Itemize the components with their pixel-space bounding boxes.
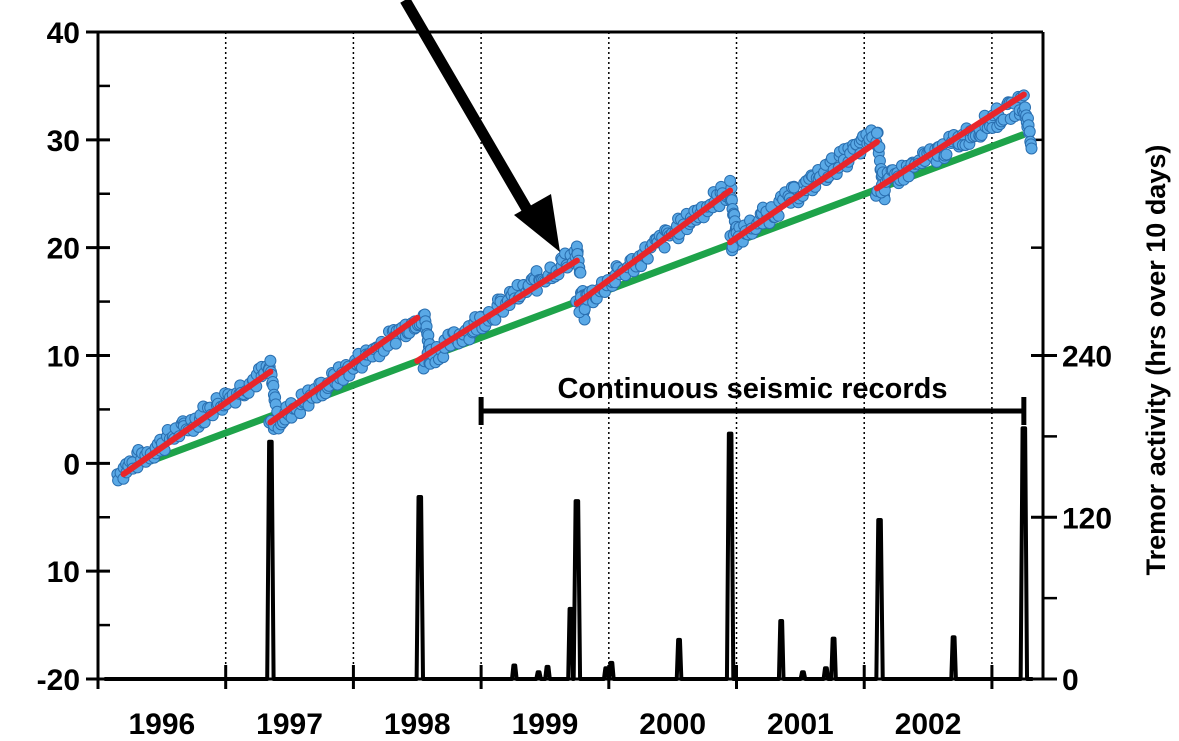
y-left-tick-label: -20: [37, 664, 80, 697]
gps-point: [264, 354, 277, 367]
y-left-tick-label: 10: [47, 341, 80, 374]
red-segment: [573, 187, 734, 307]
tick-labels: 40 30 20 10 0 10 -20 240 120 0 1996 1997 1998 1999 200…: [37, 17, 1112, 741]
gps-point: [787, 181, 800, 194]
gps-point: [940, 148, 953, 161]
red-segment: [267, 314, 421, 426]
gps-point: [724, 174, 737, 187]
red-segment: [414, 257, 580, 364]
x-tick-label: 1997: [256, 708, 323, 741]
gps-point: [574, 266, 587, 279]
series-tremor: [104, 426, 1033, 681]
y-right-tick-label: 240: [1062, 341, 1112, 374]
red-segment: [727, 138, 880, 246]
x-tick-label: 2001: [767, 708, 834, 741]
arrow-head: [514, 194, 560, 252]
y-right-tick-label: 0: [1062, 664, 1079, 697]
x-tick-label: 1998: [384, 708, 451, 741]
gps-point: [389, 337, 402, 350]
y-axis-right-label: Tremor activity (hrs over 10 days): [1141, 145, 1171, 576]
x-tick-label: 2000: [639, 708, 706, 741]
red-segment: [873, 91, 1027, 192]
y-left-tick-label: 30: [47, 125, 80, 158]
x-tick-label: 1999: [512, 708, 579, 741]
axes: [86, 30, 1057, 689]
y-left-tick-label: 20: [47, 233, 80, 266]
gps-point: [870, 127, 883, 140]
arrow-pointer: [400, 0, 560, 252]
y-left-tick-label: 0: [63, 448, 80, 481]
tremor-line: [104, 426, 1033, 681]
gps-point: [1023, 125, 1036, 138]
x-tick-label: 1996: [128, 708, 195, 741]
y-left-tick-label: 40: [47, 17, 80, 50]
annotation-continuous-records: Continuous seismic records: [557, 373, 947, 405]
y-right-tick-label: 120: [1062, 502, 1112, 535]
arrow-shaft: [400, 0, 537, 221]
annotation-group: Continuous seismic records: [478, 373, 1027, 425]
gps-point: [1025, 142, 1038, 155]
series-red-segments: [120, 91, 1027, 478]
x-tick-label: 2002: [895, 708, 962, 741]
red-segment: [120, 368, 274, 478]
y-left-tick-label: 10: [47, 556, 80, 589]
